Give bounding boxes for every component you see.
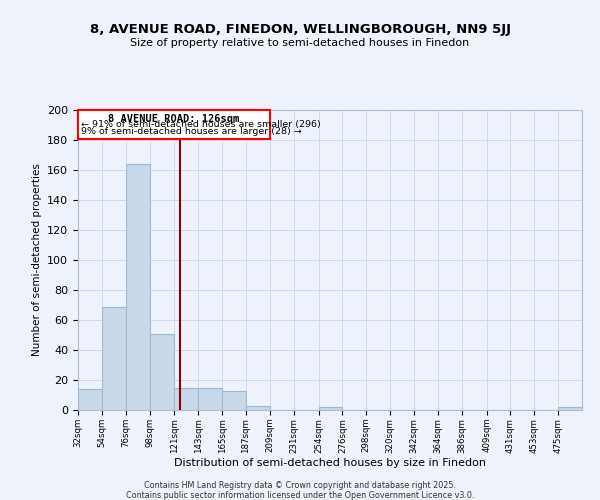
- Bar: [222, 390, 246, 410]
- Bar: [125, 164, 149, 410]
- Text: 9% of semi-detached houses are larger (28) →: 9% of semi-detached houses are larger (2…: [81, 127, 302, 136]
- Bar: [102, 306, 125, 410]
- Bar: [246, 406, 270, 410]
- Bar: [175, 388, 199, 410]
- FancyBboxPatch shape: [78, 110, 270, 138]
- Text: Size of property relative to semi-detached houses in Finedon: Size of property relative to semi-detach…: [130, 38, 470, 48]
- Text: 8, AVENUE ROAD, FINEDON, WELLINGBOROUGH, NN9 5JJ: 8, AVENUE ROAD, FINEDON, WELLINGBOROUGH,…: [89, 22, 511, 36]
- Bar: [199, 388, 222, 410]
- X-axis label: Distribution of semi-detached houses by size in Finedon: Distribution of semi-detached houses by …: [174, 458, 486, 468]
- Bar: [558, 407, 582, 410]
- Text: Contains HM Land Registry data © Crown copyright and database right 2025.: Contains HM Land Registry data © Crown c…: [144, 481, 456, 490]
- Bar: [78, 389, 102, 410]
- Bar: [149, 334, 175, 410]
- Bar: [319, 407, 343, 410]
- Text: Contains public sector information licensed under the Open Government Licence v3: Contains public sector information licen…: [126, 491, 474, 500]
- Text: ← 91% of semi-detached houses are smaller (296): ← 91% of semi-detached houses are smalle…: [81, 120, 321, 128]
- Y-axis label: Number of semi-detached properties: Number of semi-detached properties: [32, 164, 41, 356]
- Text: 8 AVENUE ROAD: 126sqm: 8 AVENUE ROAD: 126sqm: [108, 114, 239, 124]
